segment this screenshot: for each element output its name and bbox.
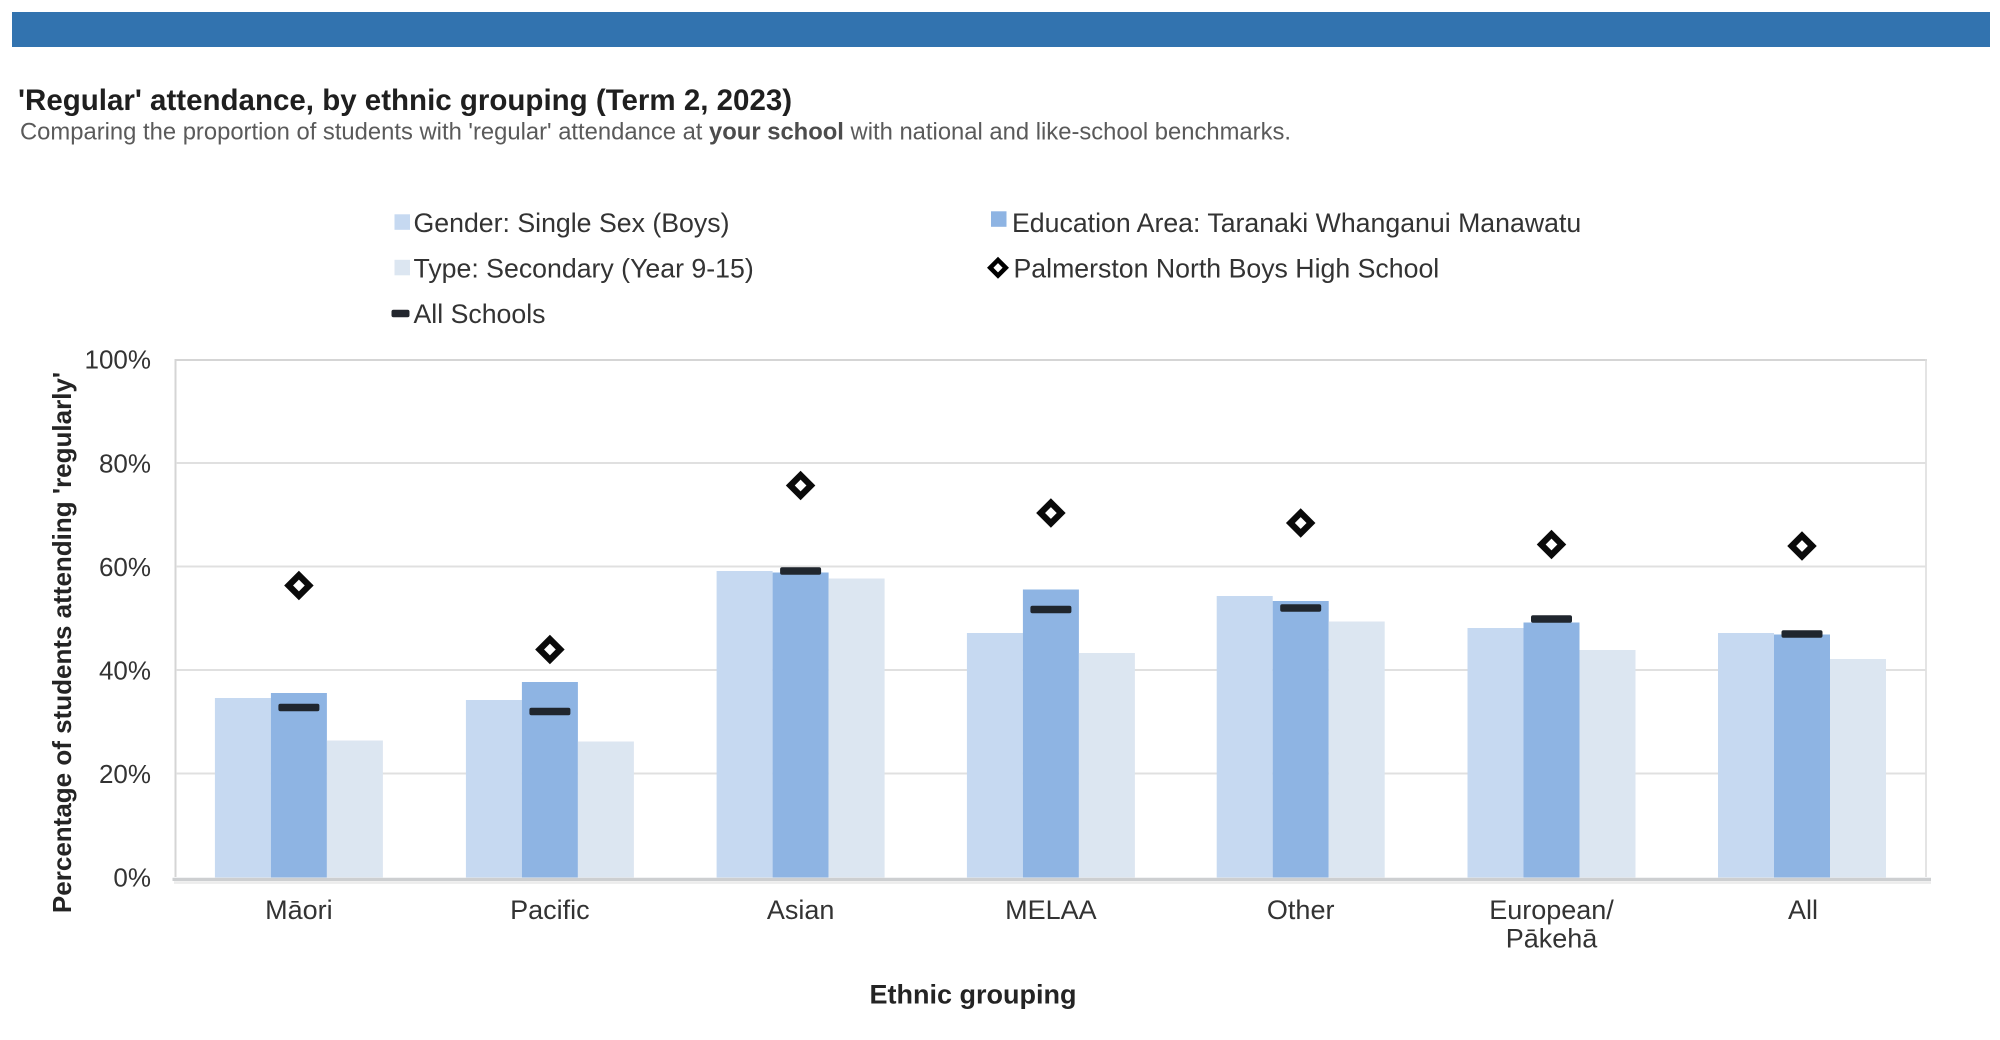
svg-text:Palmerston North Boys High Sch: Palmerston North Boys High School	[1014, 254, 1440, 284]
svg-text:100%: 100%	[85, 345, 152, 375]
svg-text:Other: Other	[1267, 895, 1335, 925]
svg-text:All Schools: All Schools	[414, 299, 546, 329]
svg-text:80%: 80%	[99, 449, 151, 479]
svg-text:Education Area: Taranaki Whang: Education Area: Taranaki Whanganui Manaw…	[1012, 208, 1581, 238]
svg-text:Māori: Māori	[265, 895, 333, 925]
svg-text:Type: Secondary (Year 9-15): Type: Secondary (Year 9-15)	[414, 254, 754, 284]
svg-text:Comparing the proportion of st: Comparing the proportion of students wit…	[20, 119, 1291, 146]
svg-text:'Regular' attendance, by ethni: 'Regular' attendance, by ethnic grouping…	[18, 84, 792, 117]
svg-text:MELAA: MELAA	[1005, 895, 1097, 925]
svg-text:Asian: Asian	[767, 895, 835, 925]
svg-text:40%: 40%	[99, 656, 151, 686]
svg-text:All: All	[1788, 895, 1818, 925]
svg-text:European/: European/	[1489, 895, 1614, 925]
svg-text:Gender: Single Sex (Boys): Gender: Single Sex (Boys)	[414, 208, 730, 238]
svg-text:Ethnic grouping: Ethnic grouping	[870, 980, 1077, 1010]
svg-text:Pākehā: Pākehā	[1506, 924, 1599, 954]
svg-text:20%: 20%	[99, 759, 151, 789]
svg-text:Pacific: Pacific	[510, 895, 590, 925]
svg-text:60%: 60%	[99, 552, 151, 582]
svg-text:Percentage of students attendi: Percentage of students attending 'regula…	[47, 372, 77, 913]
svg-text:0%: 0%	[113, 863, 151, 893]
